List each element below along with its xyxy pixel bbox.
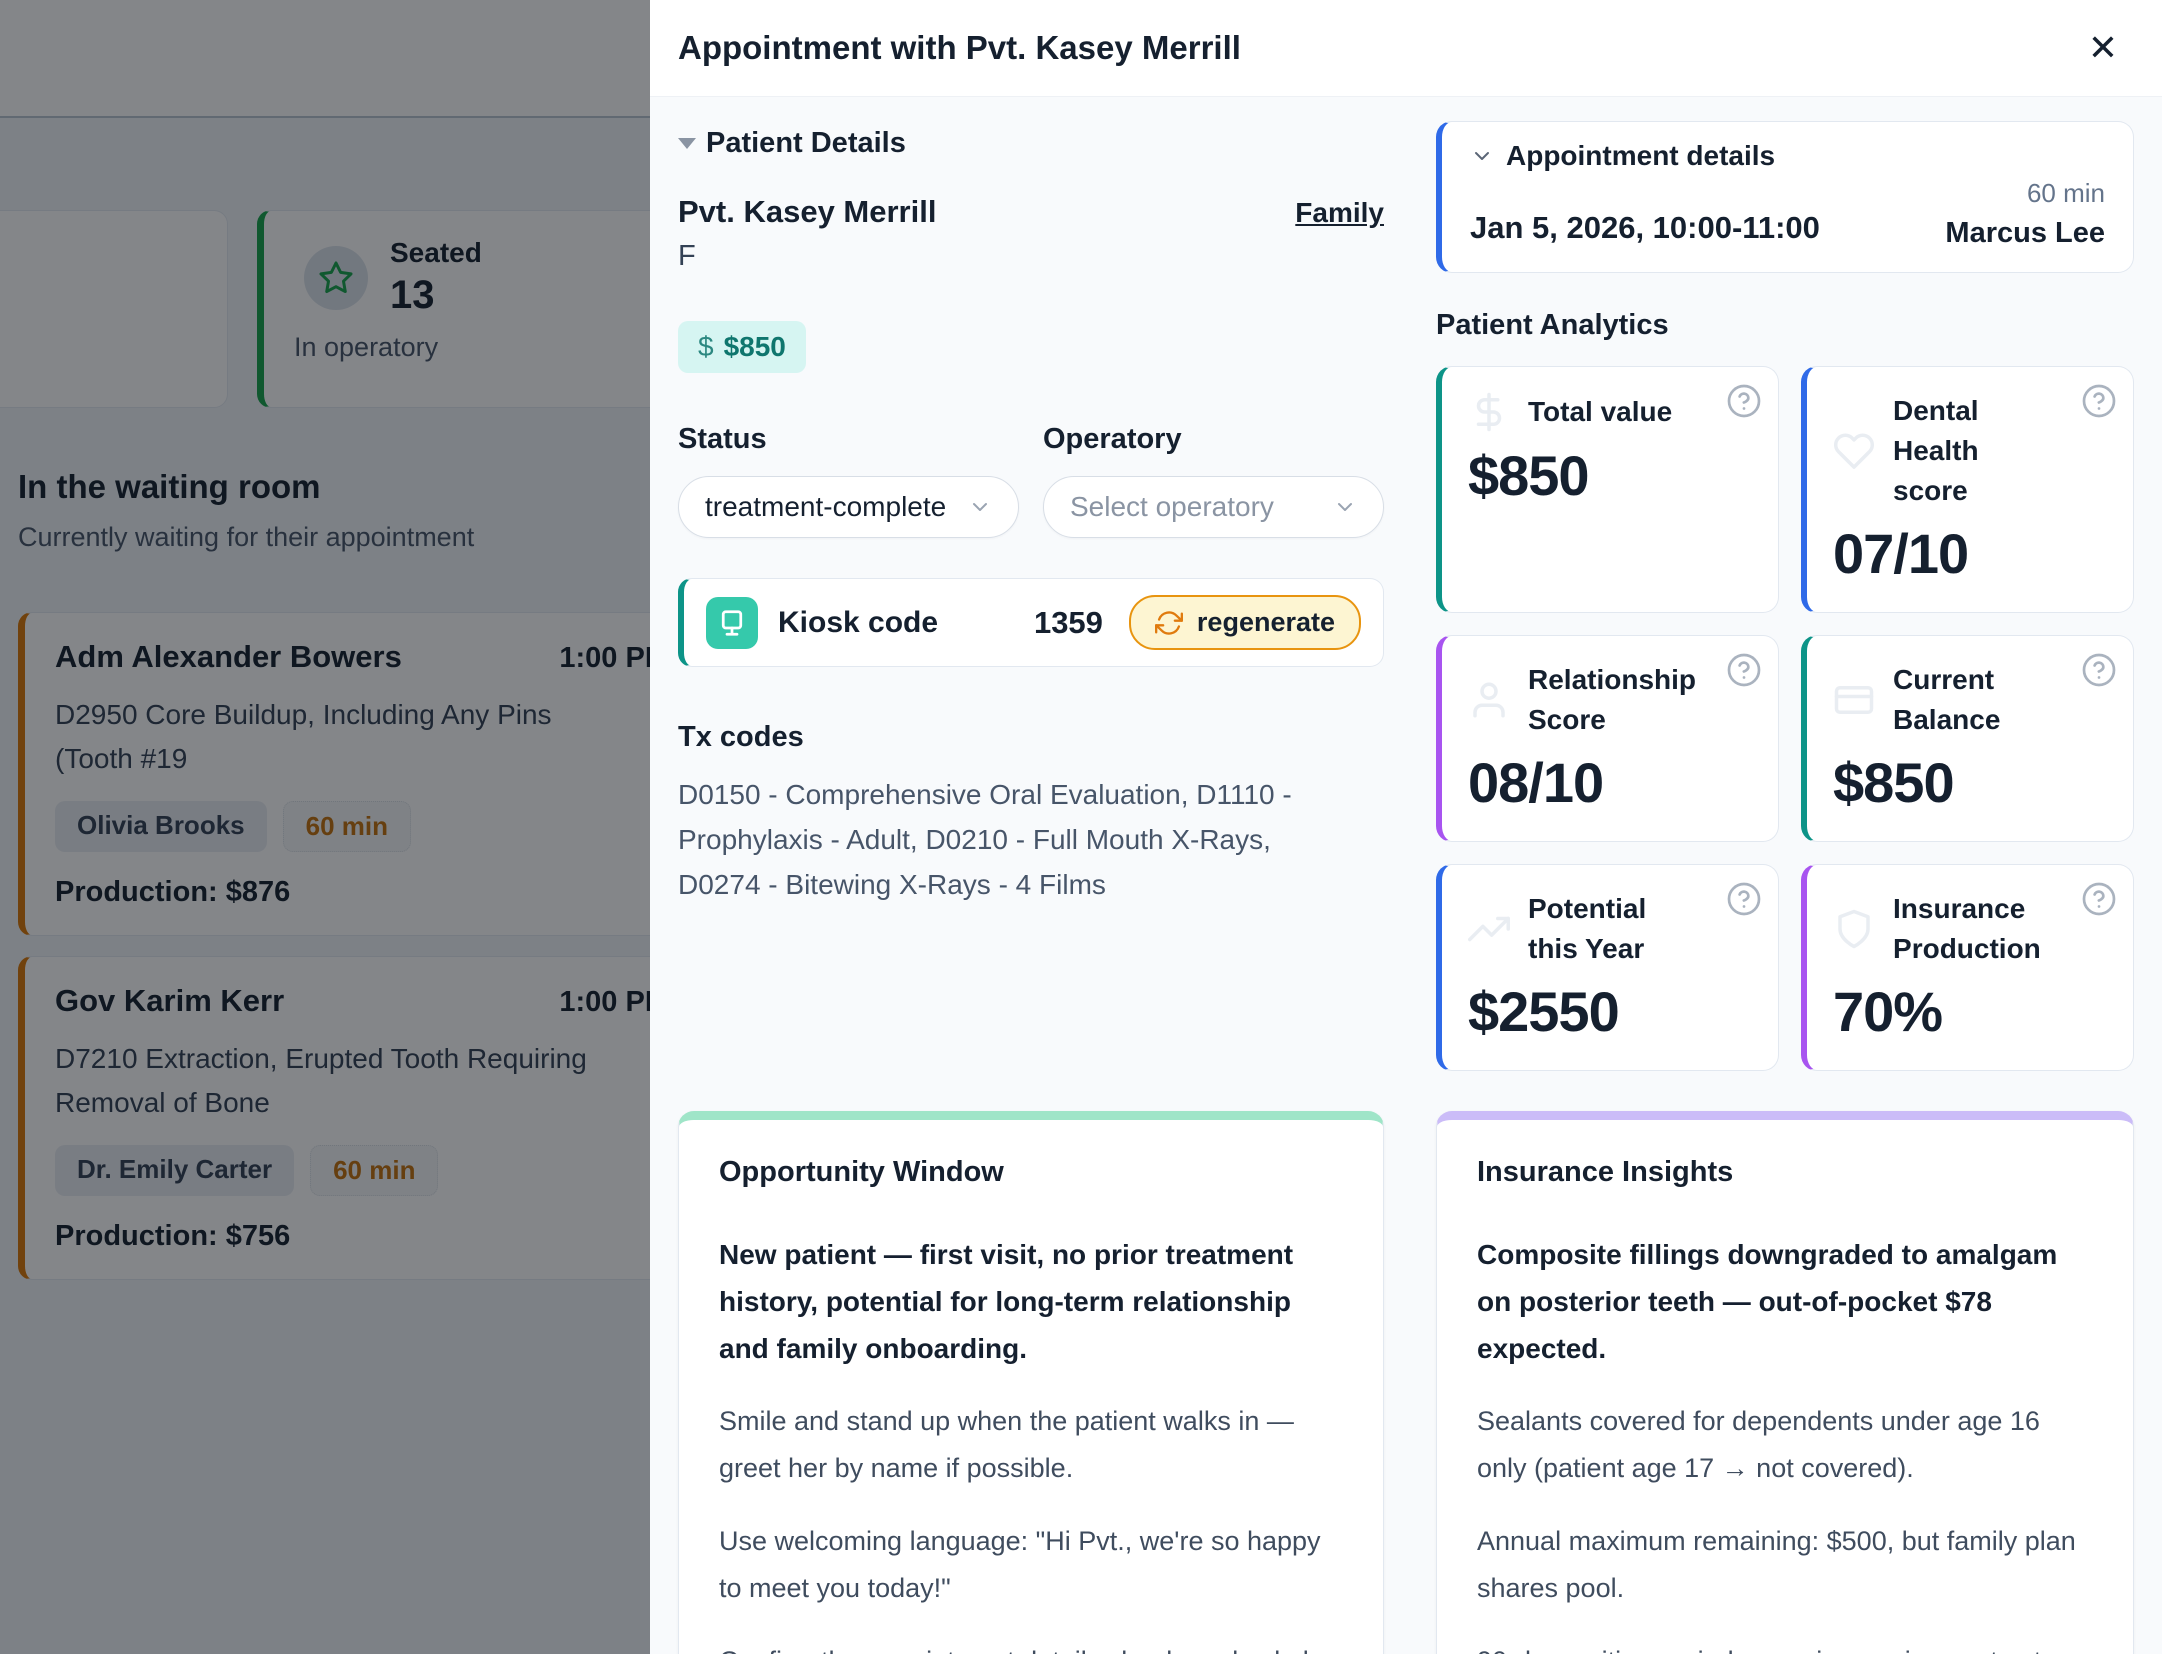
metric-value: $2550 [1468,980,1620,1043]
patient-details-title: Patient Details [706,127,906,159]
metric-value: 08/10 [1468,751,1604,814]
heart-icon [1833,430,1875,472]
help-icon[interactable] [2081,881,2117,917]
metric-label: Current Balance [1893,664,2001,735]
collapse-caret-icon[interactable] [678,138,696,149]
help-icon[interactable] [2081,652,2117,688]
operatory-select[interactable]: Select operatory [1043,476,1384,538]
insurance-highlight: Composite fillings downgraded to amalgam… [1477,1239,2058,1364]
operatory-label: Operatory [1043,423,1182,455]
kiosk-code-panel: Kiosk code 1359 regenerate [678,578,1384,667]
modal-header: Appointment with Pvt. Kasey Merrill ✕ [650,0,2162,97]
opportunity-paragraph: Smile and stand up when the patient walk… [719,1406,1294,1483]
kiosk-code-value: 1359 [1033,604,1103,640]
appointment-modal: Appointment with Pvt. Kasey Merrill ✕ Pa… [650,0,2162,1654]
metric-label: Potential this Year [1528,893,1647,964]
help-icon[interactable] [2081,383,2117,419]
analytics-metric-card: Relationship Score 08/10 [1436,635,1780,842]
analytics-metric-card: Dental Health score 07/10 [1801,366,2134,613]
opportunity-highlight: New patient — first visit, no prior trea… [719,1239,1294,1364]
modal-body: Patient Details Pvt. Kasey Merrill Famil… [650,97,2162,1654]
appointment-analytics-section: Appointment details Jan 5, 2026, 10:00-1… [1436,121,2134,1071]
modal-title: Appointment with Pvt. Kasey Merrill [678,29,1241,66]
metric-label: Relationship Score [1528,664,1697,735]
tx-codes-text: D0150 - Comprehensive Oral Evaluation, D… [678,779,1292,900]
kiosk-icon [706,596,758,649]
patient-name: Pvt. Kasey Merrill [678,194,937,229]
chevron-down-icon [973,503,987,511]
help-icon[interactable] [1726,881,1762,917]
metric-label: Dental Health score [1893,395,1979,506]
kiosk-code-label: Kiosk code [778,605,939,639]
chevron-down-icon[interactable] [1470,144,1494,168]
opportunity-paragraph: Use welcoming language: "Hi Pvt., we're … [719,1526,1321,1603]
chevron-down-icon [1338,503,1352,511]
analytics-metric-card: Insurance Production 70% [1801,864,2134,1071]
metric-label: Insurance Production [1893,893,2041,964]
metric-value: $850 [1468,444,1590,507]
family-link[interactable]: Family [1295,197,1384,228]
metric-value: 07/10 [1833,522,1969,585]
status-label: Status [678,423,767,455]
metric-label: Total value [1528,396,1673,427]
help-icon[interactable] [1726,383,1762,419]
status-select[interactable]: treatment-complete [678,476,1019,538]
analytics-grid: Total value $850 Dental Health score [1436,366,2134,1071]
metric-value: 70% [1833,980,1943,1043]
opportunity-window-title: Opportunity Window [719,1156,1004,1188]
opportunity-paragraph: Confirm the appointment details clearly … [719,1638,1343,1654]
appointment-provider: Marcus Lee [1945,217,2105,249]
appointment-details-title: Appointment details [1506,140,1776,171]
insurance-paragraph: Sealants covered for dependents under ag… [1477,1406,2040,1483]
dollar-icon: $ [698,331,714,362]
user-icon [1468,679,1510,721]
appointment-duration: 60 min [2026,178,2105,208]
insurance-insights-title: Insurance Insights [1477,1156,1734,1188]
patient-analytics-title: Patient Analytics [1436,309,1669,341]
regenerate-button[interactable]: regenerate [1128,595,1361,650]
appointment-datetime: Jan 5, 2026, 10:00-11:00 [1470,210,1820,245]
opportunity-window-card: Opportunity Window New patient — first v… [678,1111,1384,1654]
metric-value: $850 [1833,751,1955,814]
patient-details-section: Patient Details Pvt. Kasey Merrill Famil… [678,121,1384,1071]
insurance-insights-card: Insurance Insights Composite fillings do… [1436,1111,2134,1654]
analytics-metric-card: Potential this Year $2550 [1436,864,1780,1071]
insurance-paragraph: Annual maximum remaining: $500, but fami… [1477,1526,2076,1603]
insurance-paragraph: 90-day waiting period on major services … [1477,1638,2093,1654]
tx-codes-title: Tx codes [678,721,804,753]
analytics-metric-card: Current Balance $850 [1801,635,2134,842]
trending-up-icon [1468,908,1510,950]
dollar-icon [1468,391,1510,433]
patient-gender: F [678,240,696,272]
credit-card-icon [1833,679,1875,721]
analytics-metric-card: Total value $850 [1436,366,1780,613]
refresh-icon [1154,610,1183,635]
shield-icon [1833,908,1875,950]
value-badge: $ $850 [678,321,806,373]
appointment-details-card: Appointment details Jan 5, 2026, 10:00-1… [1436,121,2134,273]
close-icon[interactable]: ✕ [2087,27,2118,68]
help-icon[interactable] [1726,652,1762,688]
